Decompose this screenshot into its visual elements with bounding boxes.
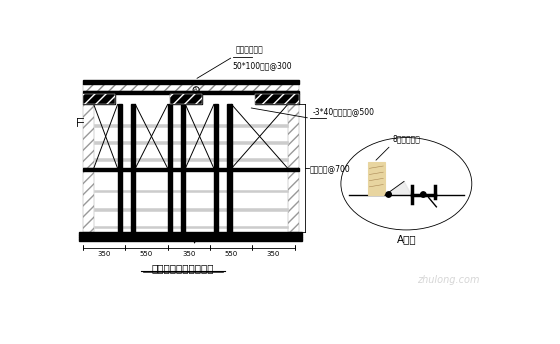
Bar — [288, 171, 298, 232]
Text: zhulong.com: zhulong.com — [417, 275, 480, 285]
Bar — [167, 105, 172, 168]
Text: 阶梯教室梁板支撑系统: 阶梯教室梁板支撑系统 — [152, 263, 214, 273]
Circle shape — [386, 192, 391, 197]
Bar — [214, 105, 218, 168]
Bar — [79, 239, 302, 241]
Bar — [130, 105, 136, 168]
Bar — [288, 105, 298, 168]
Bar — [83, 84, 298, 90]
Bar — [214, 171, 218, 232]
Bar — [83, 84, 298, 90]
Circle shape — [421, 192, 426, 197]
Bar — [118, 171, 122, 232]
Bar — [83, 80, 298, 84]
Text: 350: 350 — [267, 251, 280, 258]
Text: -3*40侧向拉杆@500: -3*40侧向拉杆@500 — [312, 107, 375, 116]
Bar — [83, 171, 94, 232]
Bar — [368, 162, 385, 195]
Bar — [170, 94, 202, 105]
Text: 550: 550 — [140, 251, 153, 258]
Bar — [130, 171, 136, 232]
Bar — [83, 90, 298, 94]
Bar — [83, 105, 94, 168]
Bar — [227, 105, 232, 168]
Bar — [181, 171, 185, 232]
Text: A: A — [194, 87, 198, 92]
Text: 8斤锚筋穿孔: 8斤锚筋穿孔 — [393, 135, 421, 144]
Bar — [118, 105, 122, 168]
Bar — [83, 94, 115, 105]
Bar — [83, 171, 94, 232]
Bar — [170, 94, 202, 105]
Bar — [167, 171, 172, 232]
Text: 550: 550 — [225, 251, 238, 258]
Text: 50*100木枋@300: 50*100木枋@300 — [232, 61, 292, 70]
Bar — [288, 171, 298, 232]
Bar — [227, 171, 232, 232]
Bar — [94, 226, 288, 228]
Bar — [181, 105, 185, 168]
Bar — [83, 168, 298, 171]
Bar — [255, 94, 298, 105]
Bar — [94, 208, 288, 211]
Text: 350: 350 — [182, 251, 195, 258]
Bar — [94, 158, 288, 161]
Bar — [255, 94, 298, 105]
Bar — [79, 232, 302, 235]
Text: 横梁支柱@700: 横梁支柱@700 — [310, 164, 351, 173]
Bar — [79, 235, 302, 237]
Bar — [79, 237, 302, 239]
Bar — [288, 105, 298, 168]
Polygon shape — [385, 181, 412, 195]
Text: 350: 350 — [97, 251, 111, 258]
Text: A大样: A大样 — [396, 234, 416, 244]
Bar — [83, 94, 115, 105]
Bar — [94, 190, 288, 192]
Bar — [83, 105, 94, 168]
Bar — [94, 141, 288, 144]
Bar — [94, 124, 288, 127]
Text: 顶撑钢管支架: 顶撑钢管支架 — [235, 45, 263, 54]
